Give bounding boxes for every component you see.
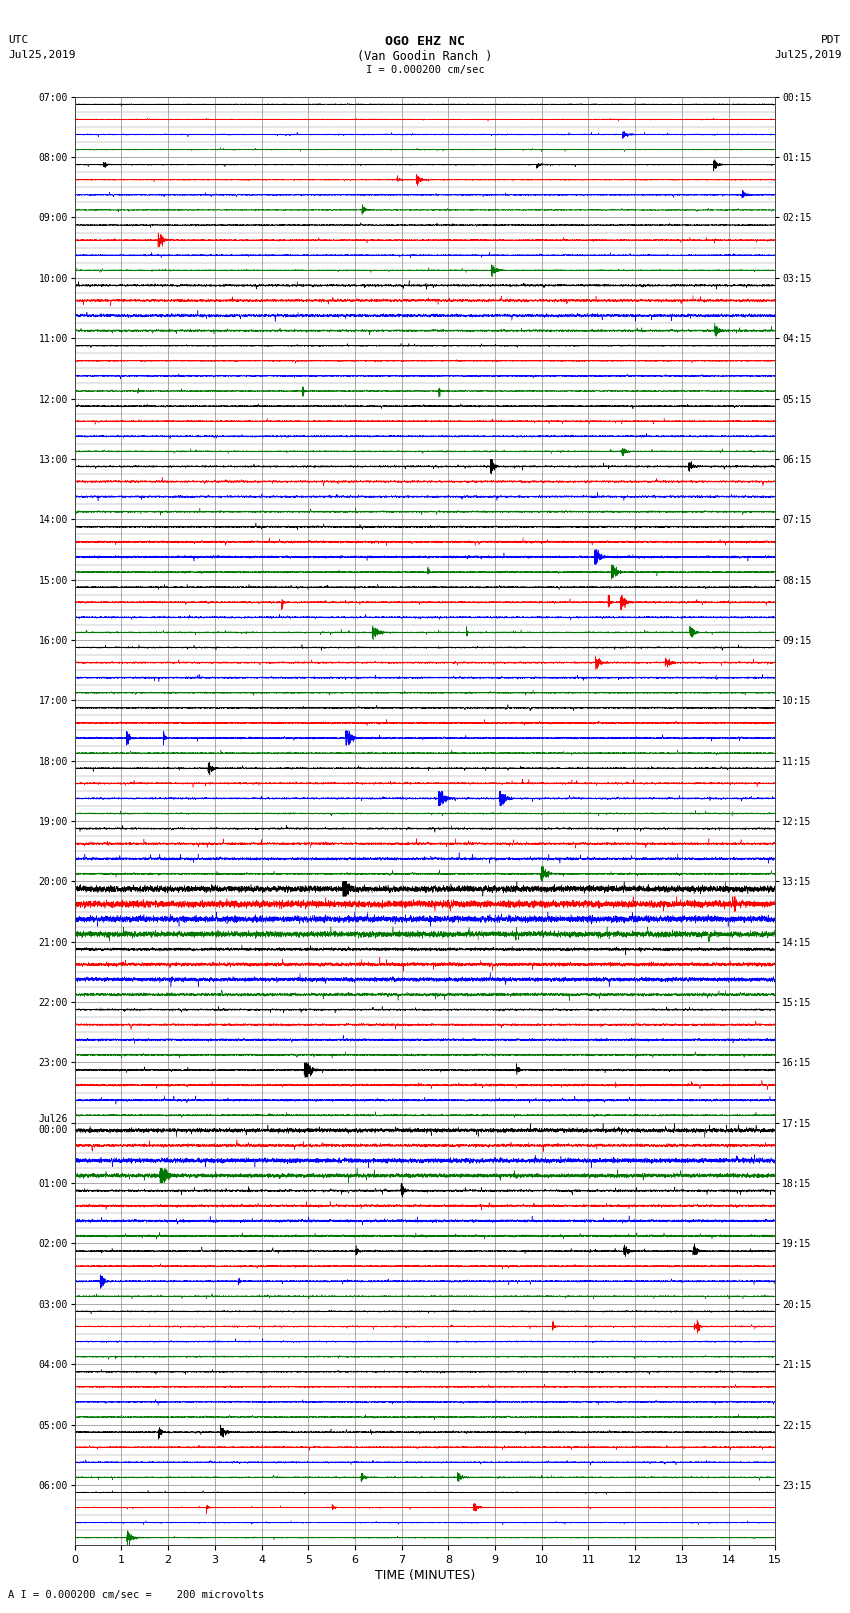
Text: (Van Goodin Ranch ): (Van Goodin Ranch ) bbox=[357, 50, 493, 63]
Text: A I = 0.000200 cm/sec =    200 microvolts: A I = 0.000200 cm/sec = 200 microvolts bbox=[8, 1590, 264, 1600]
X-axis label: TIME (MINUTES): TIME (MINUTES) bbox=[375, 1569, 475, 1582]
Text: I = 0.000200 cm/sec: I = 0.000200 cm/sec bbox=[366, 65, 484, 74]
Text: OGO EHZ NC: OGO EHZ NC bbox=[385, 35, 465, 48]
Text: Jul25,2019: Jul25,2019 bbox=[8, 50, 76, 60]
Text: PDT: PDT bbox=[821, 35, 842, 45]
Text: Jul25,2019: Jul25,2019 bbox=[774, 50, 842, 60]
Text: UTC: UTC bbox=[8, 35, 29, 45]
